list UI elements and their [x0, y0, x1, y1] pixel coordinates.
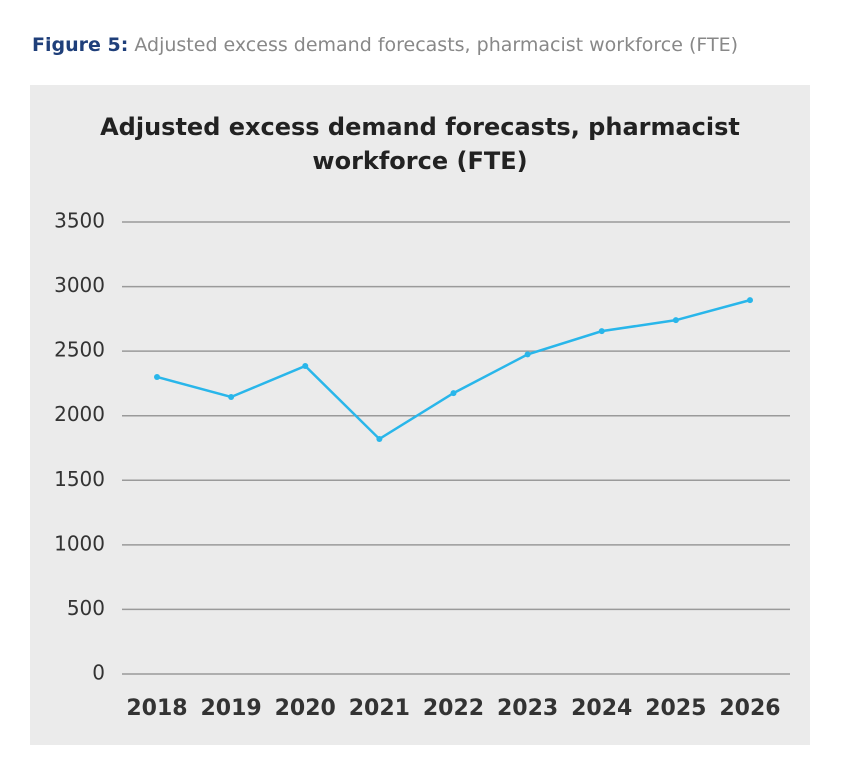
chart-title: Adjusted excess demand forecasts, pharma… [100, 113, 740, 175]
point [228, 393, 235, 400]
x-tick-label: 2025 [645, 696, 706, 721]
point [747, 297, 753, 304]
x-tick-label: 2018 [126, 696, 187, 721]
caption: Figure 5: Adjusted excess demand forecas… [32, 34, 738, 56]
x-tick-label: 2024 [571, 696, 632, 721]
y-tick-label: 3500 [54, 209, 105, 233]
point [154, 373, 160, 380]
point [450, 390, 457, 397]
y-tick-label: 1500 [54, 467, 105, 491]
point [598, 328, 605, 335]
x-tick-label: 2019 [201, 696, 262, 721]
y-tick-label: 3000 [54, 273, 105, 297]
y-tick-label: 2500 [54, 338, 105, 362]
x-tick-label: 2022 [423, 696, 484, 721]
point [672, 317, 679, 324]
caption-text: Adjusted excess demand forecasts, pharma… [134, 34, 739, 56]
x-tick-label: 2026 [719, 696, 780, 721]
y-tick-label: 1000 [54, 531, 105, 555]
x-tick-label: 2023 [497, 696, 558, 721]
caption-label: Figure 5: [32, 34, 129, 56]
y-tick-label: 2000 [54, 402, 105, 426]
x-tick-label: 2021 [349, 696, 410, 721]
y-tick-label: 0 [92, 661, 105, 685]
point [376, 435, 383, 442]
x-tick-label: 2020 [275, 696, 336, 721]
point [524, 351, 531, 358]
point [302, 362, 309, 369]
line [156, 298, 751, 441]
y-tick-label: 500 [67, 596, 105, 620]
